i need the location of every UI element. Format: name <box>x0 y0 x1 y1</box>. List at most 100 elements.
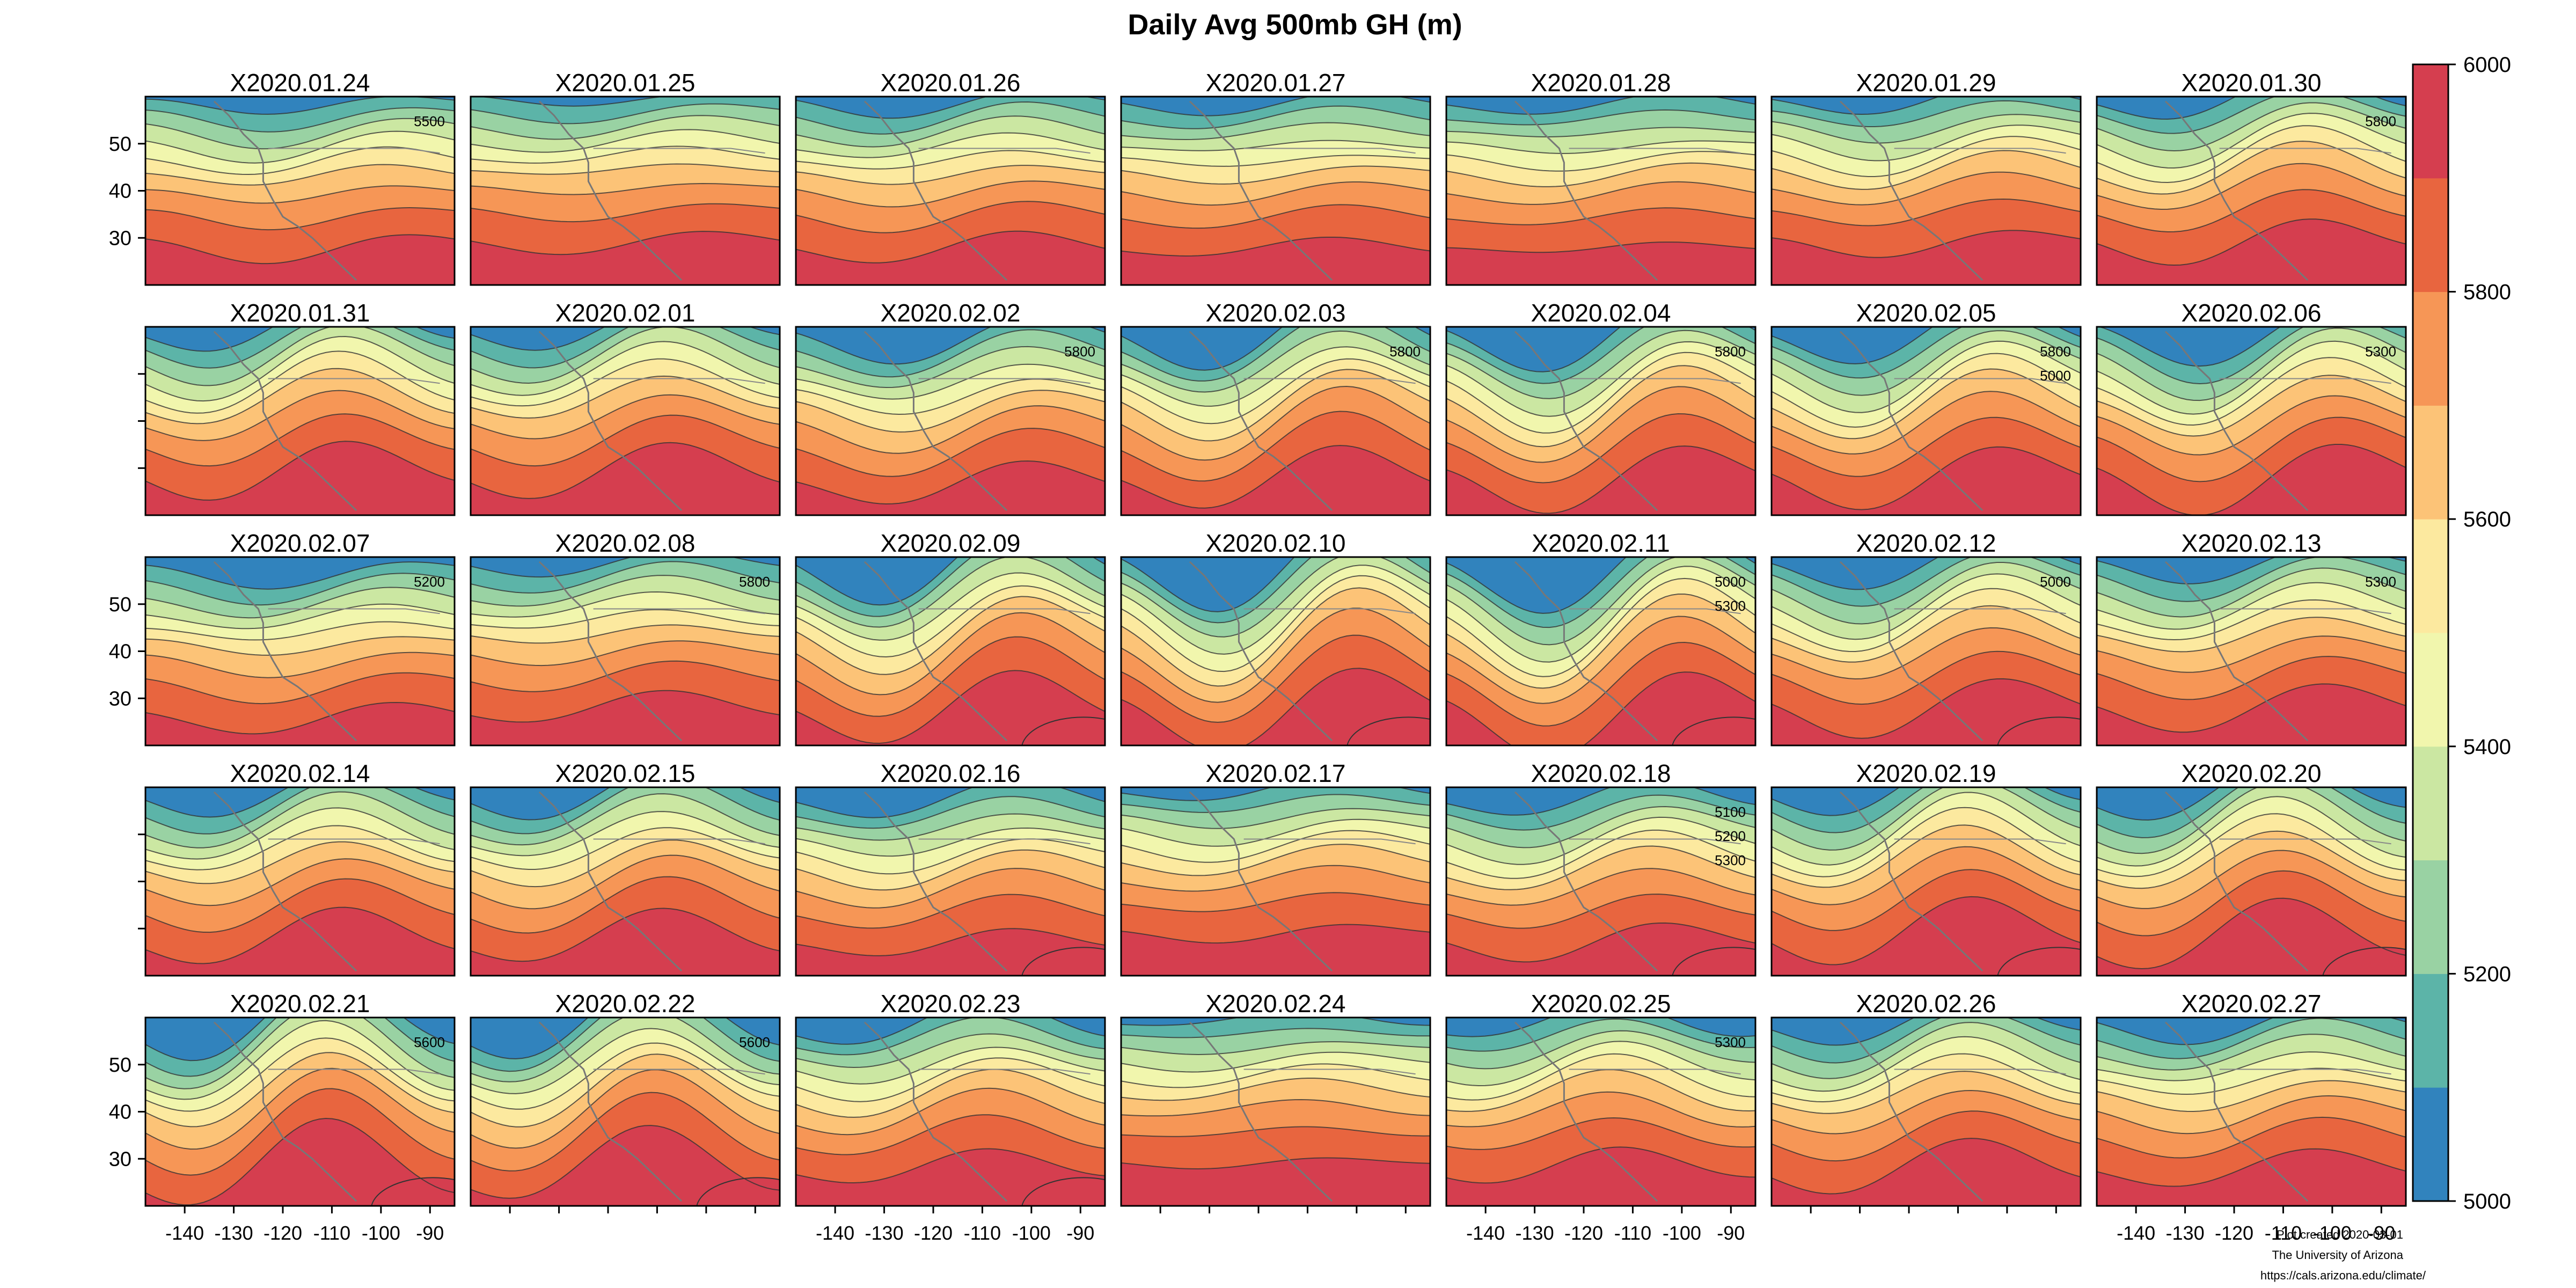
institution-label: The University of Arizona <box>2272 1248 2403 1262</box>
contour-label: 5800 <box>739 574 770 590</box>
panel-title: X2020.02.11 <box>1532 529 1670 557</box>
panel-title: X2020.02.26 <box>1856 990 1996 1018</box>
panel-X2020.02.10: X2020.02.10 <box>1120 529 1431 747</box>
panel-title: X2020.02.02 <box>881 299 1021 327</box>
x-tick-label: -140 <box>816 1222 854 1244</box>
colorbar-swatch <box>2413 633 2448 747</box>
panel-X2020.02.19: X2020.02.19 <box>1770 759 2082 977</box>
y-tick-label: 40 <box>109 180 131 203</box>
panel-X2020.02.05: 5800 5000 X2020.02.05 <box>1770 299 2082 516</box>
panel-X2020.02.17: X2020.02.17 <box>1120 759 1431 977</box>
contour-label: 5200 <box>1715 828 1746 844</box>
colorbar-tick-label: 6000 <box>2463 53 2511 77</box>
colorbar-swatch <box>2413 519 2448 633</box>
plot-date: Plot created 2020-03-01 <box>2277 1228 2403 1241</box>
colorbar-tick-label: 5000 <box>2463 1190 2511 1213</box>
panel-X2020.01.30: 5800 X2020.01.30 <box>2096 69 2407 286</box>
panel-X2020.02.24: X2020.02.24 <box>1120 990 1431 1207</box>
y-tick-label: 30 <box>109 687 131 710</box>
axis-labels: 50 40 30 50 40 30 50 40 30 -140 -130 -120 -110 -100 -9… <box>109 133 2396 1244</box>
panel-X2020.02.13: 5300 X2020.02.13 <box>2096 529 2407 747</box>
x-tick-label: -110 <box>1614 1222 1651 1244</box>
x-tick-label: -110 <box>313 1222 350 1244</box>
x-tick-label: -90 <box>1717 1222 1745 1244</box>
chart-title: Daily Avg 500mb GH (m) <box>1128 9 1462 41</box>
panel-X2020.02.26: X2020.02.26 <box>1770 990 2082 1207</box>
panel-X2020.01.27: X2020.01.27 <box>1120 69 1431 286</box>
panel-X2020.02.22: 5600 X2020.02.22 <box>470 990 781 1207</box>
x-tick-label: -120 <box>264 1222 302 1244</box>
panel-X2020.02.27: X2020.02.27 <box>2096 990 2407 1207</box>
x-tick-label: -130 <box>1516 1222 1554 1244</box>
panel-title: X2020.02.08 <box>555 529 696 557</box>
contour-label: 5000 <box>2040 574 2071 590</box>
panel-X2020.02.15: X2020.02.15 <box>470 759 781 977</box>
x-tick-label: -120 <box>914 1222 953 1244</box>
panel-X2020.02.08: 5800 X2020.02.08 <box>470 529 781 747</box>
panel-title: X2020.02.06 <box>2182 299 2322 327</box>
panel-X2020.02.03: 5800 X2020.02.03 <box>1120 299 1431 516</box>
y-tick-label: 30 <box>109 227 131 250</box>
panel-X2020.02.18: 5100 5200 5300 X2020.02.18 <box>1445 759 1757 977</box>
colorbar-tick-label: 5400 <box>2463 735 2511 759</box>
panel-X2020.02.14: X2020.02.14 <box>144 759 456 977</box>
panel-title: X2020.01.28 <box>1531 69 1671 97</box>
panel-title: X2020.02.12 <box>1856 529 1996 557</box>
contour-label: 5000 <box>2040 368 2071 384</box>
panel-title: X2020.02.07 <box>230 529 370 557</box>
panel-X2020.02.16: X2020.02.16 <box>795 759 1106 977</box>
panel-title: X2020.01.27 <box>1206 69 1346 97</box>
panel-title: X2020.02.15 <box>555 759 696 787</box>
y-tick-label: 50 <box>109 594 131 616</box>
panel-X2020.01.26: X2020.01.26 <box>795 69 1106 286</box>
y-tick-label: 50 <box>109 1054 131 1077</box>
contour-label: 5300 <box>1715 598 1746 614</box>
panel-title: X2020.01.30 <box>2182 69 2322 97</box>
panel-title: X2020.02.04 <box>1531 299 1671 327</box>
panel-X2020.02.07: 5200 X2020.02.07 <box>144 529 456 747</box>
x-tick-label: -90 <box>2367 1222 2395 1244</box>
panel-title: X2020.02.21 <box>230 990 370 1018</box>
x-tick-label: -100 <box>1012 1222 1051 1244</box>
colorbar: 5000 5200 5400 5600 5800 6000 <box>2412 53 2511 1213</box>
contour-label: 5600 <box>414 1034 445 1050</box>
contour-label: 5300 <box>1715 1034 1746 1050</box>
x-tick-label: -120 <box>1564 1222 1603 1244</box>
x-tick-label: -100 <box>2313 1222 2352 1244</box>
x-tick-label: -120 <box>2215 1222 2253 1244</box>
panel-title: X2020.01.31 <box>230 299 370 327</box>
panel-X2020.02.12: 5000 X2020.02.12 <box>1770 529 2082 747</box>
panel-title: X2020.02.13 <box>2182 529 2322 557</box>
panel-X2020.02.02: 5800 X2020.02.02 <box>795 299 1106 516</box>
panel-title: X2020.02.14 <box>230 759 370 787</box>
panel-X2020.02.20: X2020.02.20 <box>2096 759 2407 977</box>
panel-X2020.02.21: 5600 X2020.02.21 <box>144 990 456 1207</box>
contour-label: 5300 <box>1715 852 1746 868</box>
y-tick-label: 50 <box>109 133 131 156</box>
contour-label: 5800 <box>1064 343 1095 360</box>
panel-title: X2020.02.25 <box>1531 990 1671 1018</box>
colorbar-tick-label: 5600 <box>2463 508 2511 531</box>
x-tick-label: -110 <box>964 1222 1001 1244</box>
contour-label: 5000 <box>1715 574 1746 590</box>
panel-title: X2020.02.27 <box>2182 990 2322 1018</box>
panel-title: X2020.02.18 <box>1531 759 1671 787</box>
panel-title: X2020.01.26 <box>881 69 1021 97</box>
colorbar-swatch <box>2413 746 2448 861</box>
panel-X2020.02.04: 5800 X2020.02.04 <box>1445 299 1757 516</box>
panel-title: X2020.02.24 <box>1206 990 1346 1018</box>
y-tick-label: 30 <box>109 1148 131 1170</box>
colorbar-swatch <box>2413 405 2448 519</box>
x-tick-label: -100 <box>1663 1222 1701 1244</box>
panel-X2020.01.31: X2020.01.31 <box>144 299 456 516</box>
panel-X2020.02.11: 5000 5300 X2020.02.11 <box>1445 529 1757 747</box>
contour-label: 5300 <box>2365 574 2396 590</box>
panel-X2020.01.24: 5500 X2020.01.24 <box>144 69 456 286</box>
colorbar-swatch <box>2413 860 2448 974</box>
colorbar-swatch <box>2413 974 2448 1088</box>
panel-title: X2020.02.17 <box>1206 759 1346 787</box>
y-tick-label: 40 <box>109 641 131 663</box>
contour-label: 5100 <box>1715 804 1746 820</box>
contour-label: 5200 <box>414 574 445 590</box>
